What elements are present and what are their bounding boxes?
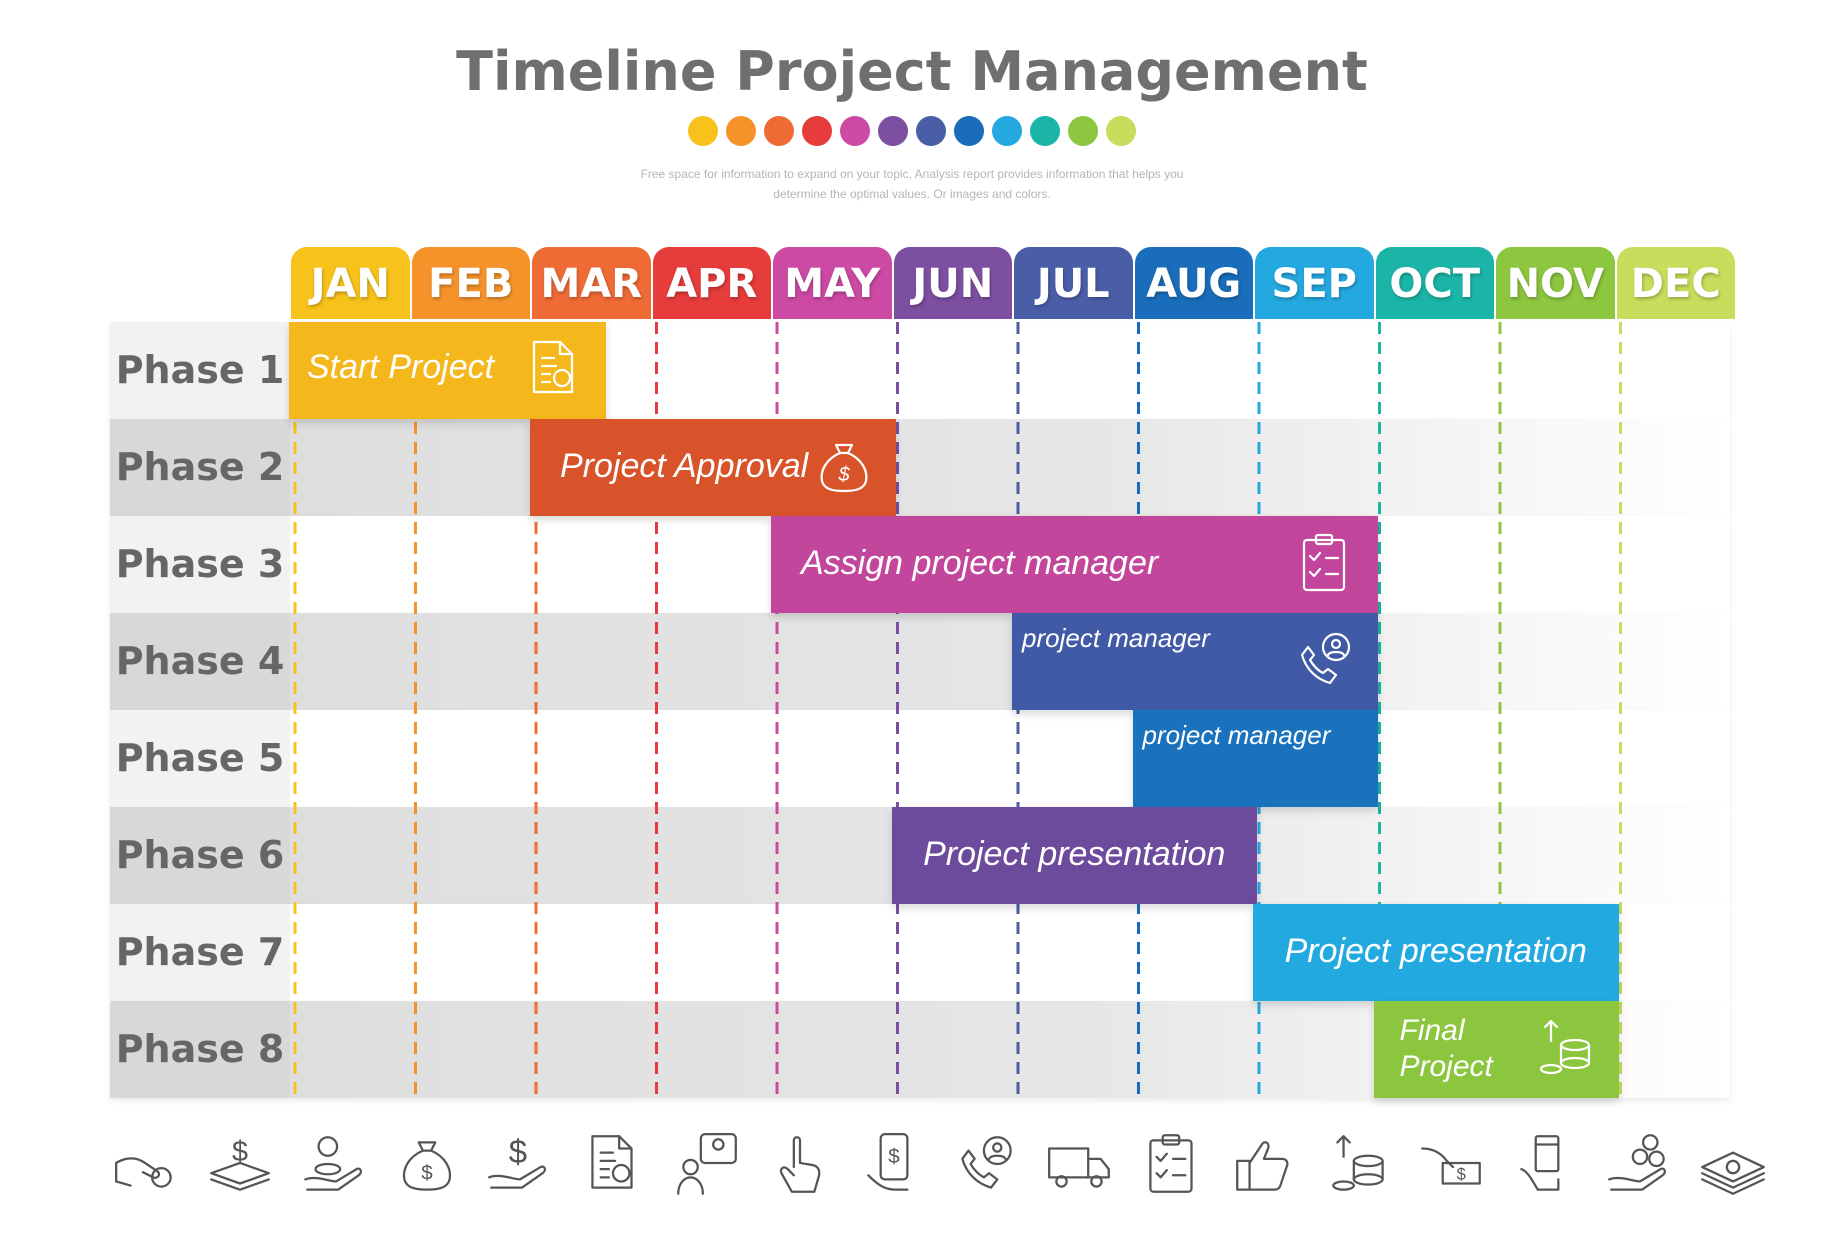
money-bag-icon: $ <box>402 1141 451 1191</box>
month-header-oct: OCT <box>1375 247 1494 319</box>
money-bag-icon: $ <box>820 443 868 493</box>
task-bar-phase-6: Project presentation <box>891 807 1258 904</box>
color-dot <box>802 116 832 146</box>
subtitle: Free space for information to expand on … <box>612 164 1212 204</box>
document-gear-icon <box>533 340 574 394</box>
task-bar-phase-5: project manager <box>1132 710 1378 807</box>
phase-row <box>110 419 1730 516</box>
money-stack-icon: $ <box>210 1136 271 1191</box>
task-bar-phase-1: Start Project <box>289 322 607 419</box>
cash-bundle-icon <box>1700 1151 1765 1195</box>
color-dot <box>840 116 870 146</box>
svg-text:$: $ <box>889 1145 901 1168</box>
task-bar-phase-8: Final Project <box>1373 1001 1619 1098</box>
month-header-aug: AUG <box>1134 247 1253 319</box>
phase-label: Phase 7 <box>115 930 285 974</box>
task-bar-phase-4: project manager <box>1012 613 1378 710</box>
svg-text:$: $ <box>232 1136 248 1168</box>
color-dot <box>764 116 794 146</box>
svg-text:$: $ <box>509 1133 527 1170</box>
task-label: project manager <box>1022 623 1210 653</box>
subtitle-line-1: Free space for information to expand on … <box>640 167 1184 181</box>
card-payment-icon <box>1520 1135 1560 1191</box>
task-label: Project presentation <box>1284 932 1587 970</box>
month-header-feb: FEB <box>411 247 530 319</box>
task-bar-phase-7: Project presentation <box>1253 904 1619 1001</box>
pointer-hand-icon <box>779 1136 821 1193</box>
hand-coin-icon <box>115 1157 172 1188</box>
phone-support-icon <box>960 1136 1012 1189</box>
color-dot <box>954 116 984 146</box>
svg-text:$: $ <box>421 1161 433 1184</box>
phase-label: Phase 2 <box>115 445 285 489</box>
task-label: Start Project <box>307 348 495 386</box>
document-gear-icon <box>591 1135 634 1189</box>
task-label: Final Project <box>1399 1014 1493 1083</box>
task-label: project manager <box>1142 720 1331 750</box>
month-header-sep: SEP <box>1255 247 1374 319</box>
month-header-jul: JUL <box>1014 247 1133 319</box>
month-header-may: MAY <box>773 247 892 319</box>
coins-growth-icon <box>1331 1135 1384 1191</box>
phase-label: Phase 8 <box>115 1027 285 1071</box>
task-label: Project presentation <box>923 835 1226 873</box>
color-dot <box>992 116 1022 146</box>
color-dot <box>688 116 718 146</box>
task-bar-phase-2: Project Approval $ <box>530 419 896 516</box>
phase-label: Phase 1 <box>115 348 285 392</box>
phase-label: Phase 3 <box>115 542 285 586</box>
month-header-jan: JAN <box>291 247 410 319</box>
month-header-apr: APR <box>652 247 771 319</box>
month-header-jun: JUN <box>893 247 1012 319</box>
phone-support-icon <box>1300 632 1350 685</box>
thumbs-up-icon <box>1236 1141 1289 1191</box>
color-dot <box>878 116 908 146</box>
phase-label: Phase 6 <box>115 833 285 877</box>
footer-icon-row: $ $ $ $ $ <box>110 1128 1770 1202</box>
page-title: Timeline Project Management <box>456 40 1368 103</box>
phase-row <box>110 710 1730 807</box>
month-header-mar: MAR <box>532 247 651 319</box>
mobile-payment-icon: $ <box>867 1133 909 1191</box>
clipboard-checklist-icon <box>1302 533 1345 592</box>
subtitle-line-2: determine the optimal values. Or images … <box>773 187 1051 201</box>
coin-hand-icon <box>303 1136 362 1191</box>
hand-cash-icon: $ <box>1420 1147 1481 1185</box>
svg-text:$: $ <box>837 464 850 486</box>
delivery-truck-icon <box>1047 1147 1110 1188</box>
user-chat-icon <box>676 1133 737 1195</box>
phase-label: Phase 5 <box>115 736 285 780</box>
coins-growth-icon <box>1539 1019 1590 1075</box>
task-label: Project Approval <box>560 447 809 485</box>
hand-coins-icon <box>1607 1134 1666 1191</box>
color-dot <box>916 116 946 146</box>
color-dots <box>0 116 1824 146</box>
dollar-hand-icon: $ <box>488 1133 547 1189</box>
color-dot <box>726 116 756 146</box>
color-dot <box>1068 116 1098 146</box>
svg-text:$: $ <box>1457 1165 1466 1183</box>
task-bar-phase-3: Assign project manager <box>771 516 1378 613</box>
color-dot <box>1106 116 1136 146</box>
month-header-dec: DEC <box>1616 247 1735 319</box>
clipboard-checklist-icon <box>1149 1134 1193 1193</box>
task-label: Assign project manager <box>801 544 1159 582</box>
phase-row <box>110 613 1730 710</box>
month-header-nov: NOV <box>1496 247 1615 319</box>
phase-label: Phase 4 <box>115 639 285 683</box>
color-dot <box>1030 116 1060 146</box>
